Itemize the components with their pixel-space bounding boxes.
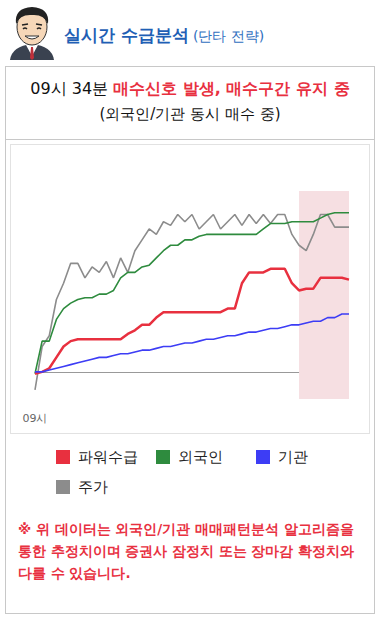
html-text:기관: 기관 xyxy=(278,448,308,466)
html-text:(외국인/기관 동시 매수 중): (외국인/기관 동시 매수 중) xyxy=(99,105,281,123)
html-text:실시간 수급분석 (단타 전략): 실시간 수급분석 (단타 전략) xyxy=(64,25,265,45)
html-text:주가: 주가 xyxy=(78,478,108,496)
html-text:외국인: 외국인 xyxy=(178,448,223,466)
svg-text:09시: 09시 xyxy=(23,412,48,425)
html-text:※ 위 데이터는 외국인/기관 매매패턴분석 알고리즘을 통: ※ 위 데이터는 외국인/기관 매매패턴분석 알고리즘을 통한 추정치이며 증권… xyxy=(18,521,355,581)
html-text:파워수급: 파워수급 xyxy=(78,448,138,466)
html-text:09시 34분 매수신호 발생, 매수구간 유지 중: 09시 34분 매수신호 발생, 매수구간 유지 중 xyxy=(30,79,350,98)
